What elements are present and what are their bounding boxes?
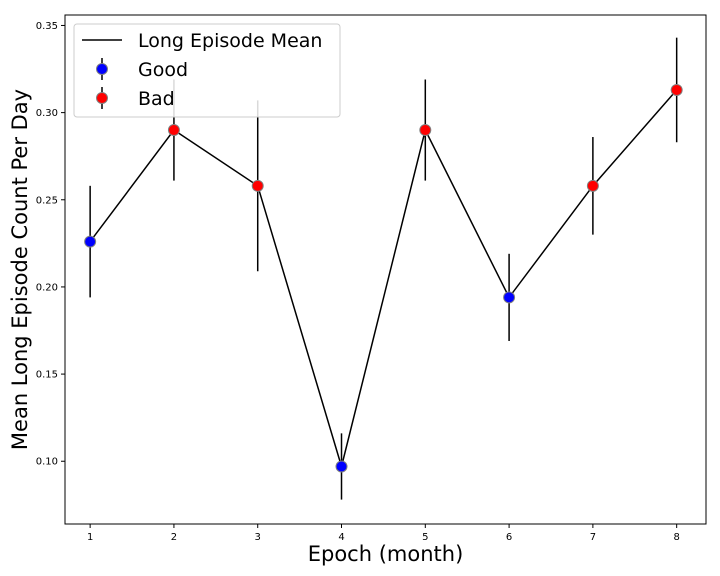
y-tick-label-0.10: 0.10: [36, 457, 58, 468]
x-tick-label-5: 5: [422, 532, 428, 543]
y-tick-label-0.15: 0.15: [36, 370, 58, 381]
x-tick-label-2: 2: [171, 532, 177, 543]
x-tick-label-8: 8: [673, 532, 679, 543]
axis-ticks: 1 2 3 4 5 6 7 8 0.10 0.15 0.20 0.25 0.30 0.35: [36, 21, 680, 543]
data-point-bad-8: [670, 83, 683, 96]
x-tick-label-6: 6: [506, 532, 512, 543]
legend-good-marker: [96, 63, 108, 75]
y-axis-title: Mean Long Episode Count Per Day: [8, 89, 32, 450]
y-tick-label-0.35: 0.35: [36, 21, 58, 32]
data-point-good-4: [335, 460, 348, 473]
data-point-bad-5: [419, 124, 432, 137]
data-point-good-6: [503, 291, 516, 304]
legend-good-label: Good: [138, 59, 188, 81]
legend-bad-label: Bad: [138, 88, 175, 110]
x-tick-label-3: 3: [255, 532, 261, 543]
x-axis-title: Epoch (month): [308, 542, 464, 566]
legend-bad-marker: [96, 92, 108, 104]
plot-frame: [64, 14, 707, 525]
y-tick-label-0.20: 0.20: [36, 282, 58, 293]
series-line-long-episode-mean: [89, 89, 678, 470]
legend-long-episode-mean-label: Long Episode Mean: [138, 30, 322, 52]
data-point-bad-7: [586, 179, 599, 192]
x-tick-label-4: 4: [338, 532, 344, 543]
y-tick-label-0.30: 0.30: [36, 108, 58, 119]
data-point-bad-2: [167, 124, 180, 137]
chart-marks: [84, 37, 683, 500]
data-point-good-1: [84, 235, 97, 248]
legend: Long Episode Mean Good Bad: [73, 23, 341, 118]
y-tick-label-0.25: 0.25: [36, 195, 58, 206]
x-tick-label-7: 7: [590, 532, 596, 543]
data-point-bad-3: [251, 179, 264, 192]
legend-box: [73, 23, 341, 118]
x-tick-label-1: 1: [87, 532, 93, 543]
